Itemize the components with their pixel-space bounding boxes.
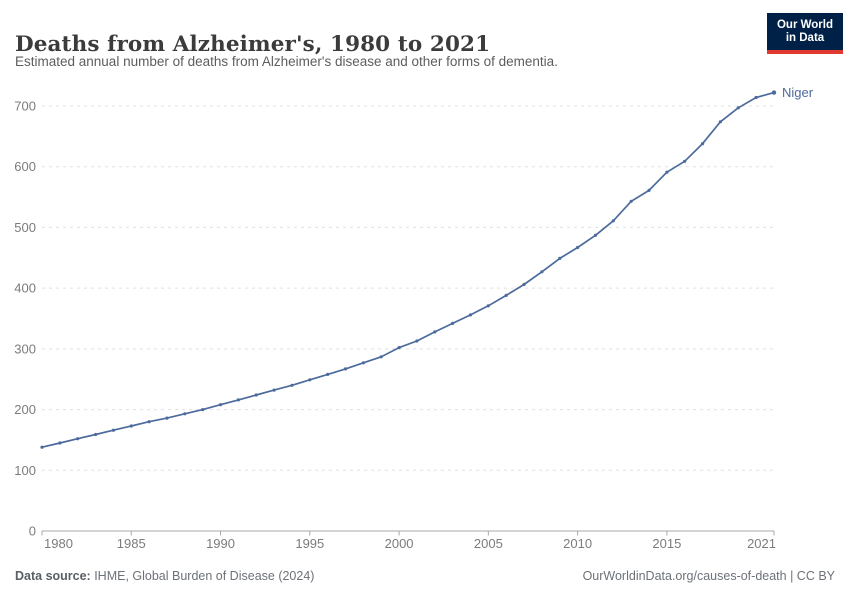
data-point-marker[interactable]	[326, 372, 330, 376]
data-point-marker[interactable]	[468, 313, 473, 317]
data-point-marker[interactable]	[111, 428, 115, 432]
x-tick-label: 1985	[117, 536, 146, 551]
data-point-marker[interactable]	[94, 432, 98, 437]
x-tick-label: 2000	[385, 536, 414, 551]
data-point-marker[interactable]	[254, 393, 258, 397]
data-point-marker[interactable]	[76, 437, 80, 441]
data-point-marker[interactable]	[58, 441, 62, 445]
data-point-marker[interactable]	[147, 420, 151, 424]
data-point-marker[interactable]	[397, 346, 401, 350]
data-point-marker[interactable]	[683, 159, 687, 163]
data-series-line[interactable]	[41, 91, 775, 449]
chart-subtitle: Estimated annual number of deaths from A…	[15, 54, 558, 69]
data-point-marker[interactable]	[754, 95, 758, 100]
data-point-marker[interactable]	[236, 398, 240, 402]
data-point-marker[interactable]	[718, 120, 723, 124]
data-point-marker[interactable]	[647, 188, 651, 192]
series-label-niger[interactable]: Niger	[782, 85, 814, 100]
x-tick-label: 1990	[206, 536, 235, 551]
data-point-marker[interactable]	[415, 339, 419, 343]
data-point-marker[interactable]	[576, 245, 580, 250]
data-point-marker[interactable]	[201, 408, 205, 412]
owid-logo[interactable]: Our World in Data	[767, 13, 843, 54]
data-point-marker[interactable]	[771, 90, 777, 95]
x-tick-label: 2015	[652, 536, 681, 551]
y-tick-label: 200	[14, 402, 36, 417]
data-point-marker[interactable]	[451, 321, 455, 325]
x-tick-label: 2005	[474, 536, 503, 551]
data-point-marker[interactable]	[129, 424, 133, 428]
data-point-marker[interactable]	[361, 361, 365, 365]
y-tick-label: 600	[14, 159, 36, 174]
y-tick-label: 500	[14, 220, 36, 235]
data-point-marker[interactable]	[165, 416, 169, 420]
y-tick-label: 100	[14, 463, 36, 478]
data-point-marker[interactable]	[611, 219, 615, 223]
x-tick-label: 2010	[563, 536, 592, 551]
data-point-marker[interactable]	[736, 106, 740, 110]
x-tick-label: 2021	[747, 536, 776, 551]
data-source-label: Data source:	[15, 569, 91, 583]
data-point-marker[interactable]	[433, 330, 437, 334]
data-point-marker[interactable]	[218, 403, 223, 407]
y-tick-label: 400	[14, 281, 36, 296]
data-point-marker[interactable]	[701, 142, 705, 146]
data-source-note: Data source: IHME, Global Burden of Dise…	[15, 569, 314, 583]
x-tick-label: 1995	[295, 536, 324, 551]
data-point-marker[interactable]	[558, 256, 562, 260]
data-point-marker[interactable]	[629, 199, 633, 203]
data-point-marker[interactable]	[379, 355, 383, 359]
data-source-text: IHME, Global Burden of Disease (2024)	[90, 569, 315, 583]
y-tick-label: 700	[14, 99, 36, 114]
x-tick-label: 1980	[44, 536, 73, 551]
data-point-marker[interactable]	[290, 383, 294, 387]
chart-title: Deaths from Alzheimer's, 1980 to 2021	[15, 32, 491, 58]
data-point-marker[interactable]	[183, 412, 187, 416]
y-tick-label: 0	[29, 524, 36, 539]
y-tick-label: 300	[14, 341, 36, 356]
data-point-marker[interactable]	[343, 367, 348, 371]
data-point-marker[interactable]	[522, 282, 526, 287]
owid-logo-line2: in Data	[785, 31, 825, 44]
data-point-marker[interactable]	[665, 170, 669, 174]
data-point-marker[interactable]	[504, 293, 508, 297]
data-point-marker[interactable]	[593, 233, 598, 237]
data-point-marker[interactable]	[486, 304, 490, 308]
owid-logo-line1: Our World	[776, 18, 833, 31]
data-point-marker[interactable]	[308, 378, 312, 382]
data-point-marker[interactable]	[540, 270, 544, 274]
data-point-marker[interactable]	[272, 388, 276, 392]
credit-link[interactable]: OurWorldinData.org/causes-of-death | CC …	[582, 569, 835, 583]
data-point-marker[interactable]	[40, 445, 44, 449]
